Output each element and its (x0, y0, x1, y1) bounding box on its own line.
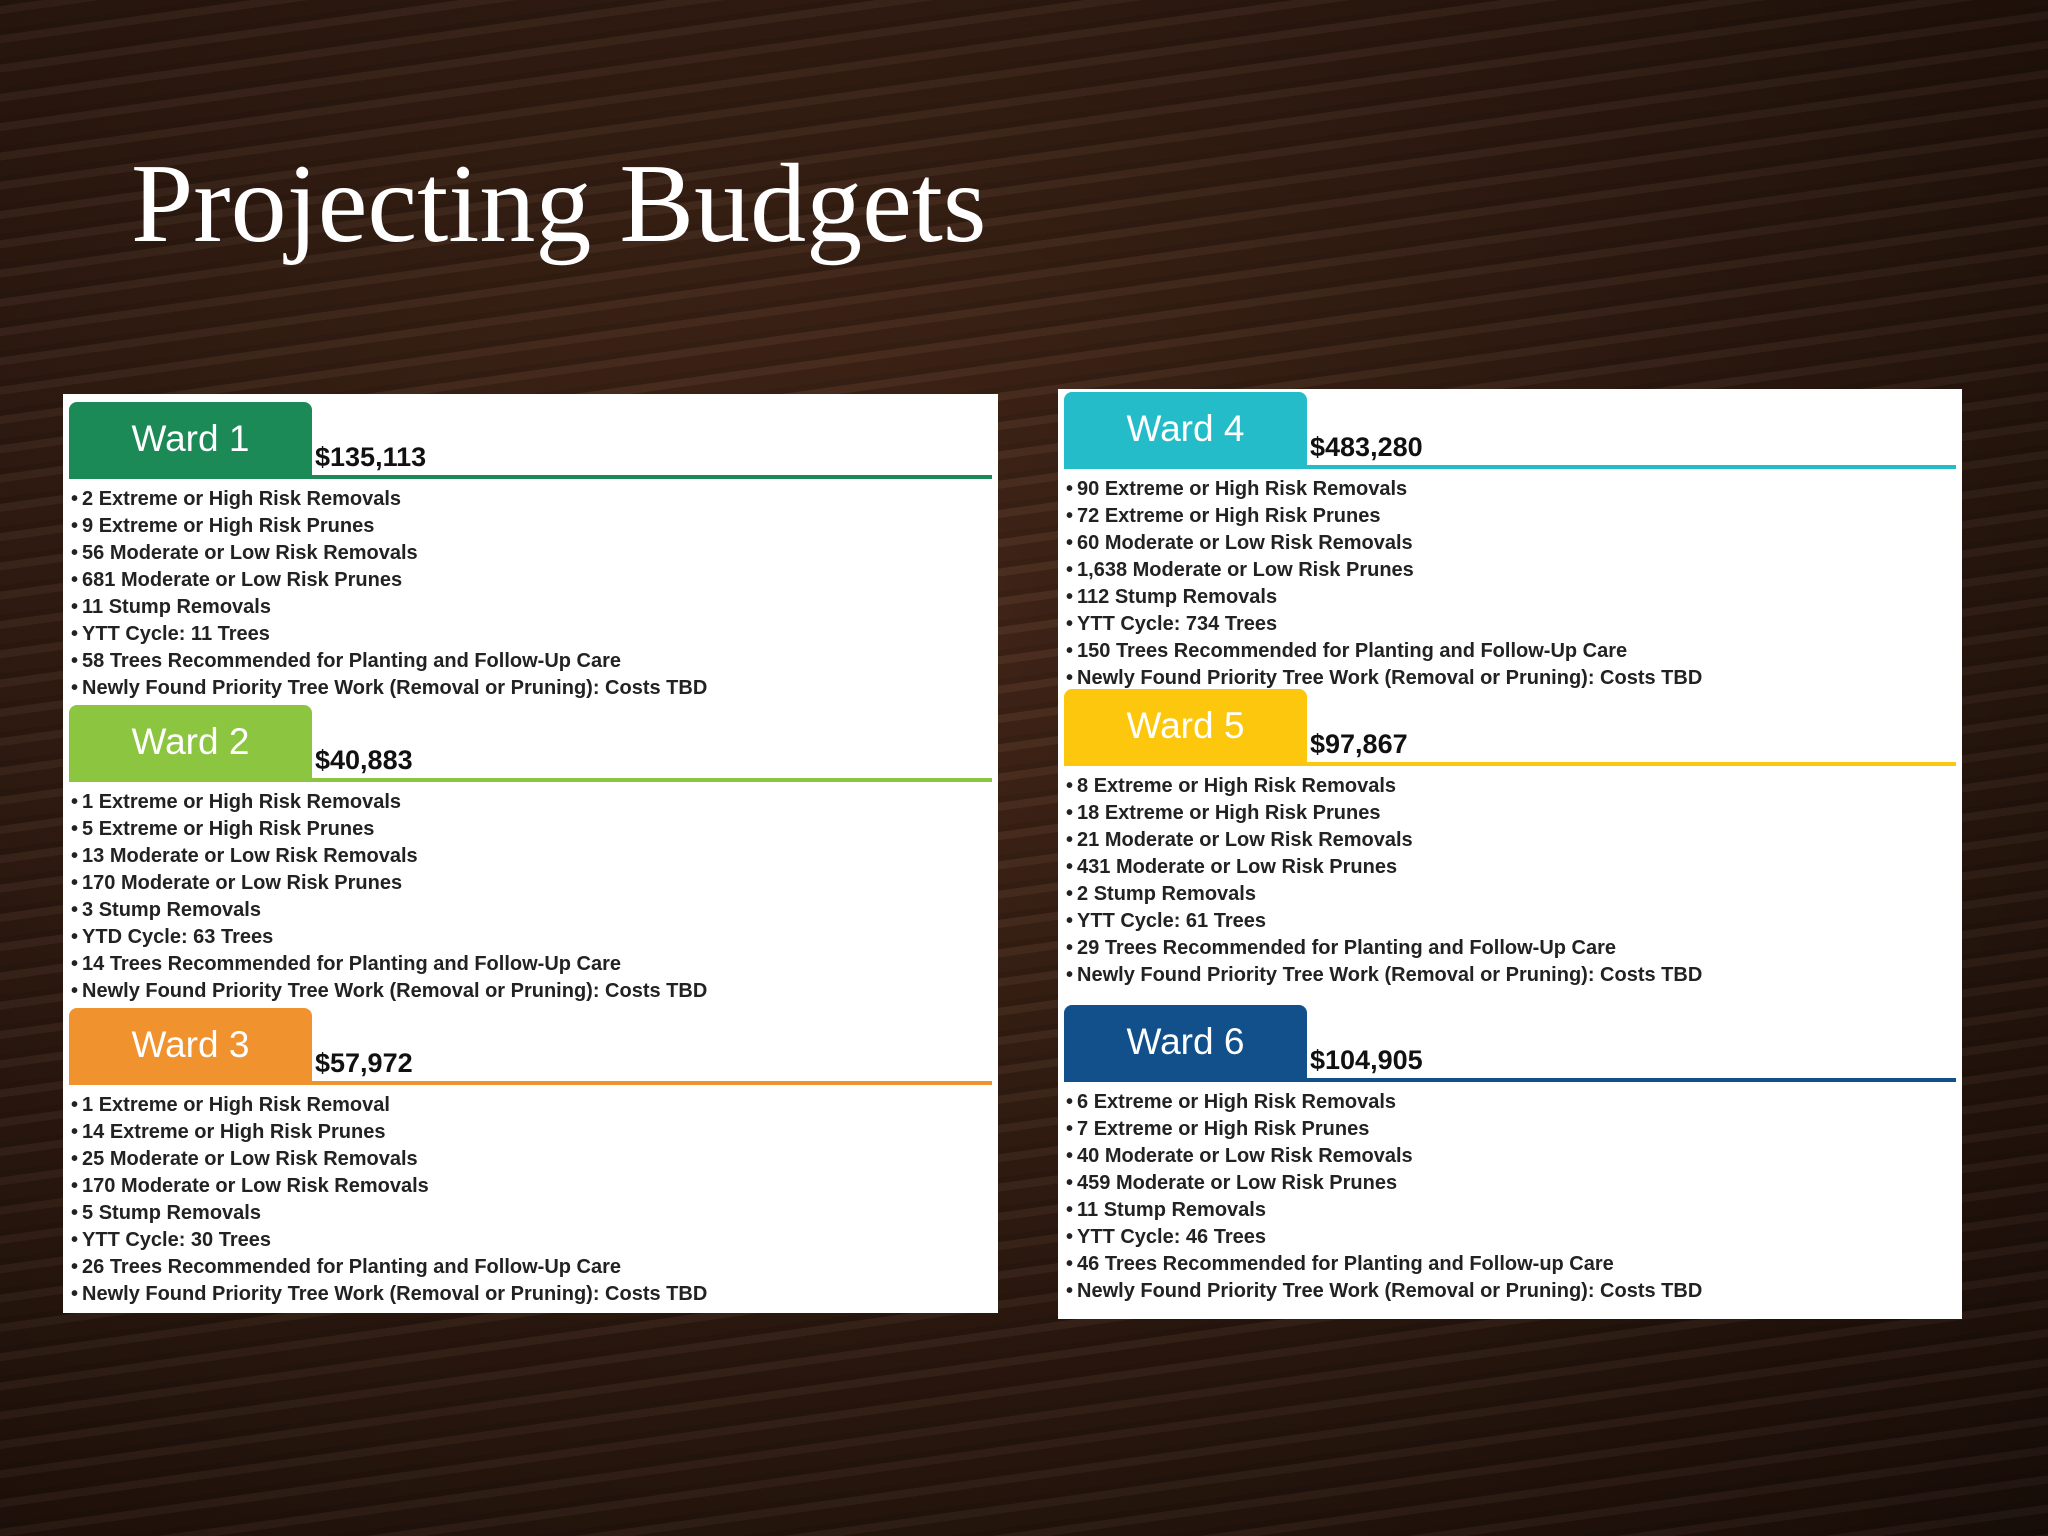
ward-rule (69, 475, 992, 479)
ward-item: 2 Stump Removals (1066, 881, 1702, 908)
ward-item: 13 Moderate or Low Risk Removals (71, 843, 707, 870)
ward-rule (1064, 762, 1956, 766)
ward-item: 170 Moderate or Low Risk Prunes (71, 870, 707, 897)
ward-item: 1 Extreme or High Risk Removals (71, 789, 707, 816)
ward-tab: Ward 6 (1064, 1005, 1307, 1078)
ward-section: Ward 2$40,883 1 Extreme or High Risk Remo… (63, 705, 998, 1005)
ward-item: YTT Cycle: 30 Trees (71, 1227, 707, 1254)
ward-amount: $135,113 (315, 442, 427, 472)
ward-item: 1 Extreme or High Risk Removal (71, 1092, 707, 1119)
ward-item: 5 Extreme or High Risk Prunes (71, 816, 707, 843)
ward-item: 46 Trees Recommended for Planting and Fo… (1066, 1251, 1702, 1278)
ward-item: 14 Trees Recommended for Planting and Fo… (71, 951, 707, 978)
ward-tab: Ward 3 (69, 1008, 312, 1081)
ward-item: Newly Found Priority Tree Work (Removal … (1066, 1278, 1702, 1305)
ward-item: 8 Extreme or High Risk Removals (1066, 773, 1702, 800)
ward-item: 72 Extreme or High Risk Prunes (1066, 503, 1702, 530)
ward-item: 1,638 Moderate or Low Risk Prunes (1066, 557, 1702, 584)
ward-section: Ward 1$135,113 2 Extreme or High Risk Rem… (63, 402, 998, 702)
ward-item: 56 Moderate or Low Risk Removals (71, 540, 707, 567)
ward-amount: $97,867 (1310, 729, 1408, 759)
ward-item: 60 Moderate or Low Risk Removals (1066, 530, 1702, 557)
ward-items: 8 Extreme or High Risk Removals18 Extrem… (1066, 773, 1702, 989)
ward-tab: Ward 4 (1064, 392, 1307, 465)
ward-item: 25 Moderate or Low Risk Removals (71, 1146, 707, 1173)
ward-amount: $104,905 (1310, 1045, 1423, 1075)
ward-rule (1064, 1078, 1956, 1082)
ward-item: 29 Trees Recommended for Planting and Fo… (1066, 935, 1702, 962)
ward-item: 459 Moderate or Low Risk Prunes (1066, 1170, 1702, 1197)
ward-section: Ward 3$57,972 1 Extreme or High Risk Remo… (63, 1008, 998, 1308)
ward-section: Ward 4$483,280 90 Extreme or High Risk Re… (1058, 392, 1962, 692)
ward-item: Newly Found Priority Tree Work (Removal … (1066, 962, 1702, 989)
slide-title: Projecting Budgets (131, 142, 987, 266)
ward-item: YTT Cycle: 46 Trees (1066, 1224, 1702, 1251)
ward-item: 26 Trees Recommended for Planting and Fo… (71, 1254, 707, 1281)
ward-item: 170 Moderate or Low Risk Removals (71, 1173, 707, 1200)
ward-item: 681 Moderate or Low Risk Prunes (71, 567, 707, 594)
ward-item: 5 Stump Removals (71, 1200, 707, 1227)
ward-item: Newly Found Priority Tree Work (Removal … (1066, 665, 1702, 692)
ward-item: YTT Cycle: 11 Trees (71, 621, 707, 648)
ward-tab: Ward 1 (69, 402, 312, 475)
ward-item: YTT Cycle: 61 Trees (1066, 908, 1702, 935)
ward-item: 2 Extreme or High Risk Removals (71, 486, 707, 513)
ward-section: Ward 5$97,867 8 Extreme or High Risk Remo… (1058, 689, 1962, 989)
ward-amount: $40,883 (315, 745, 413, 775)
ward-item: 11 Stump Removals (1066, 1197, 1702, 1224)
ward-item: YTT Cycle: 734 Trees (1066, 611, 1702, 638)
ward-rule (1064, 465, 1956, 469)
ward-items: 2 Extreme or High Risk Removals9 Extreme… (71, 486, 707, 702)
ward-tab: Ward 5 (1064, 689, 1307, 762)
ward-item: 7 Extreme or High Risk Prunes (1066, 1116, 1702, 1143)
ward-tab: Ward 2 (69, 705, 312, 778)
ward-items: 90 Extreme or High Risk Removals72 Extre… (1066, 476, 1702, 692)
ward-item: 431 Moderate or Low Risk Prunes (1066, 854, 1702, 881)
ward-item: 18 Extreme or High Risk Prunes (1066, 800, 1702, 827)
ward-item: 14 Extreme or High Risk Prunes (71, 1119, 707, 1146)
ward-item: Newly Found Priority Tree Work (Removal … (71, 675, 707, 702)
ward-item: 21 Moderate or Low Risk Removals (1066, 827, 1702, 854)
panel: Ward 1$135,113 2 Extreme or High Risk Rem… (63, 394, 998, 1313)
ward-items: 6 Extreme or High Risk Removals7 Extreme… (1066, 1089, 1702, 1305)
ward-item: 150 Trees Recommended for Planting and F… (1066, 638, 1702, 665)
ward-item: Newly Found Priority Tree Work (Removal … (71, 978, 707, 1005)
ward-item: 11 Stump Removals (71, 594, 707, 621)
ward-item: 90 Extreme or High Risk Removals (1066, 476, 1702, 503)
ward-item: 40 Moderate or Low Risk Removals (1066, 1143, 1702, 1170)
ward-item: 112 Stump Removals (1066, 584, 1702, 611)
ward-items: 1 Extreme or High Risk Removal14 Extreme… (71, 1092, 707, 1308)
ward-item: Newly Found Priority Tree Work (Removal … (71, 1281, 707, 1308)
ward-item: 6 Extreme or High Risk Removals (1066, 1089, 1702, 1116)
ward-items: 1 Extreme or High Risk Removals5 Extreme… (71, 789, 707, 1005)
ward-item: 58 Trees Recommended for Planting and Fo… (71, 648, 707, 675)
ward-section: Ward 6$104,905 6 Extreme or High Risk Rem… (1058, 1005, 1962, 1305)
ward-item: 3 Stump Removals (71, 897, 707, 924)
ward-item: 9 Extreme or High Risk Prunes (71, 513, 707, 540)
ward-amount: $483,280 (1310, 432, 1423, 462)
ward-amount: $57,972 (315, 1048, 413, 1078)
ward-rule (69, 1081, 992, 1085)
ward-item: YTD Cycle: 63 Trees (71, 924, 707, 951)
panel: Ward 4$483,280 90 Extreme or High Risk Re… (1058, 389, 1962, 1319)
ward-rule (69, 778, 992, 782)
